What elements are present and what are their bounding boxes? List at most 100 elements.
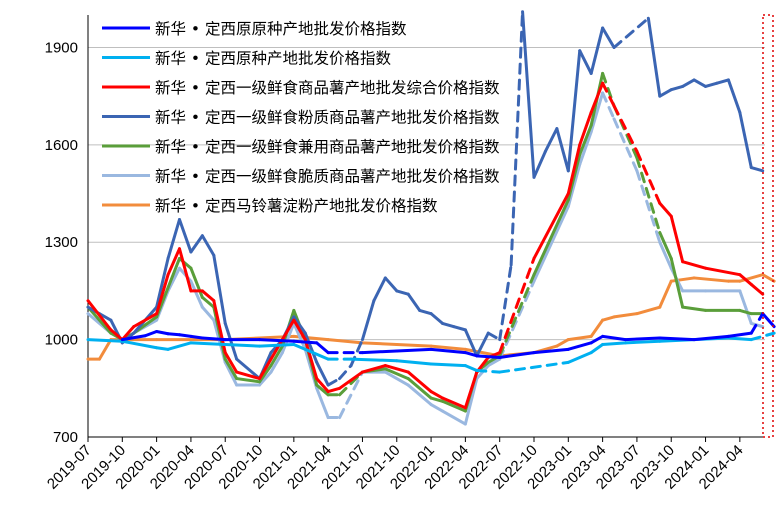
series-segment: [223, 342, 262, 348]
series-segment: [692, 334, 730, 342]
series-segment: [166, 256, 181, 290]
series-segment-dashed: [612, 117, 639, 173]
series-segment: [429, 344, 467, 351]
series-segment: [658, 336, 696, 342]
y-tick-label: 1900: [45, 39, 78, 56]
series-segment: [589, 334, 605, 345]
series-lines: [86, 10, 776, 426]
series-segment: [521, 10, 536, 179]
series-segment: [566, 49, 582, 173]
series-segment: [646, 16, 662, 98]
series-segment-dashed: [601, 71, 616, 108]
series-segment: [578, 110, 593, 147]
series-segment: [738, 289, 753, 325]
highlight-box: [762, 14, 774, 438]
series-segment: [738, 110, 753, 170]
series-segment: [200, 289, 216, 303]
series-segment-dashed: [635, 149, 662, 205]
legend-label: 新华 • 定西原原种产地批发价格指数: [155, 20, 407, 38]
series-segment: [166, 218, 181, 260]
series-segment: [258, 364, 273, 384]
series-segment: [258, 357, 273, 381]
series-segment-dashed: [509, 10, 525, 267]
series-segment: [143, 330, 159, 338]
series-segment: [269, 338, 284, 361]
series-segment: [406, 370, 433, 394]
series-segment: [532, 149, 547, 179]
series-segment: [315, 377, 330, 394]
series-segment: [406, 383, 433, 407]
x-axis-ticks: 2019-072019-102020-012020-042020-072020-…: [44, 437, 747, 493]
series-segment: [429, 403, 445, 413]
series-segment: [566, 341, 593, 351]
series-segment: [86, 305, 113, 335]
series-segment: [189, 341, 227, 346]
series-segment: [749, 282, 765, 296]
legend-label: 新华 • 定西一级鲜食兼用商品薯产地批发价格指数: [155, 138, 500, 156]
series-segment: [475, 354, 502, 359]
series-segment: [543, 127, 559, 153]
series-segment: [383, 364, 410, 374]
series-7: [86, 273, 776, 361]
series-segment: [589, 26, 605, 75]
series-segment: [223, 321, 239, 361]
series-segment: [566, 143, 582, 196]
series-segment: [235, 370, 262, 381]
series-segment: [372, 276, 387, 303]
series-segment: [200, 305, 216, 322]
series-segment: [212, 253, 227, 325]
series-segment: [726, 336, 753, 342]
series-segment-dashed: [635, 169, 662, 244]
series-segment: [303, 338, 319, 381]
series-segment: [349, 357, 399, 363]
series-segment: [486, 357, 502, 368]
series-segment: [566, 351, 593, 364]
series-segment-dashed: [338, 364, 353, 381]
series-segment: [429, 390, 445, 400]
series-segment: [463, 377, 479, 426]
series-segment: [155, 273, 170, 316]
series-segment: [395, 289, 410, 296]
y-tick-label: 700: [53, 429, 78, 446]
series-segment: [658, 88, 673, 98]
series-segment: [441, 399, 467, 413]
series-segment: [669, 214, 685, 264]
series-segment-dashed: [498, 279, 536, 361]
series-segment: [166, 247, 181, 277]
series-segment: [429, 347, 467, 355]
series-segment: [566, 153, 582, 202]
series-segment-dashed: [326, 377, 342, 387]
series-4: [86, 10, 765, 387]
series-segment: [292, 315, 307, 335]
series-segment: [555, 127, 570, 173]
series-segment: [429, 396, 445, 403]
series-segment: [452, 325, 467, 332]
series-segment: [441, 396, 467, 410]
series-segment: [200, 336, 227, 342]
series-segment: [738, 273, 753, 286]
series-segment: [189, 234, 204, 254]
series-segment-dashed: [749, 312, 765, 335]
series-segment: [498, 351, 536, 359]
series-segment: [383, 367, 410, 381]
series-segment: [726, 331, 753, 338]
series-segment: [429, 362, 467, 368]
series-segment: [623, 339, 662, 345]
series-segment: [578, 130, 593, 166]
legend-label: 新华 • 定西马铃薯淀粉产地批发价格指数: [155, 197, 438, 215]
series-segment: [463, 370, 479, 410]
series-segment: [555, 338, 570, 348]
series-segment: [315, 383, 330, 397]
series-segment-dashed: [498, 360, 570, 374]
series-segment-dashed: [338, 370, 364, 397]
series-segment: [658, 230, 673, 260]
series-segment: [86, 338, 124, 343]
series-segment: [120, 339, 159, 350]
series-segment: [258, 370, 273, 387]
series-segment: [601, 26, 616, 49]
series-segment: [441, 321, 456, 329]
series-segment: [475, 331, 490, 358]
series-segment: [658, 279, 673, 309]
series-segment: [166, 332, 181, 337]
